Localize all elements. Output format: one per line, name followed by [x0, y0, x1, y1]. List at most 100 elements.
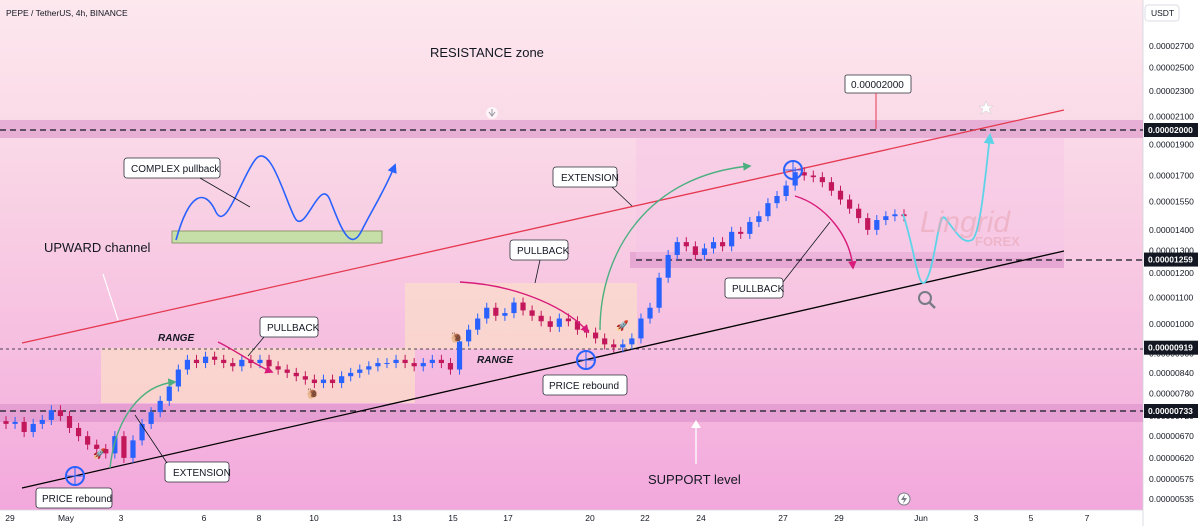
candle-body — [629, 338, 635, 345]
candle-body — [266, 359, 272, 367]
price-tick-label: 0.00001550 — [1149, 196, 1194, 206]
candle-body — [148, 412, 154, 424]
extension-top-callout: EXTENSION — [552, 166, 633, 207]
currency-badge[interactable]: USDT — [1144, 4, 1180, 22]
candle-body — [729, 231, 735, 247]
candles-group — [3, 167, 907, 463]
price-tick-label: 0.00001200 — [1149, 268, 1194, 278]
price-highlight-box — [1144, 252, 1198, 267]
price-highlight-box — [1144, 123, 1198, 137]
candle-body — [774, 195, 780, 204]
target-price-callout: 0.00002000 — [844, 74, 912, 129]
watermark-sub: FOREX — [975, 234, 1020, 249]
candle-body — [692, 246, 698, 255]
time-tick-label: 29 — [5, 513, 15, 523]
candle-body — [502, 313, 508, 316]
candle-body — [284, 369, 290, 373]
candle-body — [520, 302, 526, 311]
candle-body — [738, 231, 744, 234]
price-tick-label: 0.00002700 — [1149, 41, 1194, 51]
range-left-label: RANGE — [158, 333, 194, 344]
price-highlight-box — [1144, 340, 1198, 355]
candle-body — [157, 400, 163, 413]
complex-pullback-wave — [175, 155, 397, 241]
candle-body — [683, 242, 689, 247]
time-tick-label: 29 — [834, 513, 844, 523]
pullback-left-callout: PULLBACK — [247, 316, 320, 357]
candle-body — [329, 379, 336, 384]
candle-body — [166, 386, 172, 401]
candle-body — [484, 307, 490, 319]
rocket-icon-left: 🚀 — [93, 447, 106, 460]
price-tick-label: 0.00002300 — [1149, 86, 1194, 96]
candle-body — [892, 214, 898, 217]
candle-body — [175, 369, 181, 387]
candle-body — [466, 329, 472, 342]
candle-body — [293, 372, 299, 377]
candle-body — [239, 359, 245, 367]
candle-body — [874, 220, 880, 230]
candle-body — [302, 376, 308, 380]
pullback-right-callout: PULLBACK — [724, 221, 831, 299]
candle-body — [311, 379, 318, 384]
currency-text: USDT — [1151, 8, 1174, 18]
time-tick-label: 10 — [309, 513, 319, 523]
time-tick-label: 6 — [202, 513, 207, 523]
time-axis-background — [0, 510, 1143, 526]
down-arrow-icon — [486, 107, 498, 119]
price-tick-label: 0.00000840 — [1149, 368, 1194, 378]
rebound-marker-left — [65, 466, 85, 486]
price-rebound-mid-text: PRICE rebound — [549, 381, 619, 392]
candle-body — [21, 421, 27, 433]
candle-body — [665, 254, 671, 278]
time-tick-label: 3 — [974, 513, 979, 523]
candle-body — [202, 356, 209, 364]
snail-icon-mid: 🐌 — [450, 332, 462, 344]
candle-body — [429, 359, 435, 364]
candle-body — [366, 366, 372, 370]
support-arrow-head — [691, 420, 701, 428]
range-box-left — [101, 348, 415, 403]
time-axis-ticks: 29 May 3 6 8 10 13 15 17 20 22 24 27 29 Jun 3 5 7 — [5, 513, 1089, 523]
time-tick-label: 3 — [119, 513, 124, 523]
time-tick-label: 8 — [257, 513, 262, 523]
candle-body — [656, 277, 662, 308]
support-band — [0, 404, 1143, 422]
price-highlight-label: 0.00000733 — [1148, 406, 1193, 416]
candle-body — [574, 321, 581, 330]
symbol-title: PEPE / TetherUS, 4h, BINANCE — [6, 8, 128, 18]
candle-body — [620, 344, 626, 348]
support-level-label: SUPPORT level — [648, 472, 741, 487]
star-icon — [978, 100, 994, 115]
extension-top-text: EXTENSION — [561, 173, 619, 184]
snail-icon-left: 🐌 — [306, 388, 318, 400]
candle-body — [103, 448, 109, 454]
candle-body — [39, 419, 45, 424]
candle-body — [856, 208, 862, 219]
extension-arrow-left — [109, 378, 177, 469]
rocket-icon-right: 🚀 — [616, 319, 629, 332]
price-highlight-label: 0.00000919 — [1148, 343, 1193, 353]
price-axis-highlights: 0.00002000 0.00001259 0.00000919 0.00000733 — [1144, 123, 1198, 418]
price-tick-label: 0.00000670 — [1149, 431, 1194, 441]
price-rebound-mid-callout: PRICE rebound — [542, 374, 628, 396]
candle-body — [75, 427, 82, 437]
upward-channel-label: UPWARD channel — [44, 240, 151, 255]
candle-body — [602, 338, 608, 345]
magnifier-icon — [918, 291, 936, 309]
time-tick-label: 15 — [448, 513, 458, 523]
price-highlight-label: 0.00001259 — [1148, 255, 1193, 265]
range-box-mid — [405, 283, 637, 349]
candle-body — [674, 242, 680, 255]
candle-body — [420, 363, 426, 367]
candle-body — [865, 218, 871, 230]
lightning-icon[interactable] — [897, 492, 911, 506]
time-tick-label: May — [58, 513, 75, 523]
top-marker — [783, 160, 803, 180]
target-price-text: 0.00002000 — [851, 80, 904, 91]
candle-body — [30, 423, 36, 433]
resistance-band — [0, 120, 1143, 138]
price-axis-ticks: 0.00002700 0.00002500 0.00002300 0.00002100… — [1149, 41, 1194, 504]
candle-body — [48, 410, 54, 420]
